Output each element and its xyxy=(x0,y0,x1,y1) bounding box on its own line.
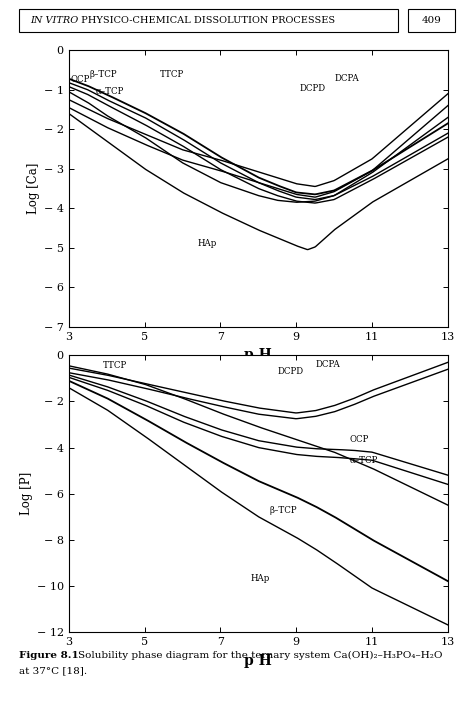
Text: 409: 409 xyxy=(421,16,441,25)
Text: at 37°C [18].: at 37°C [18]. xyxy=(19,666,87,676)
FancyBboxPatch shape xyxy=(19,9,398,32)
Text: DCPA: DCPA xyxy=(315,360,340,368)
Text: TTCP: TTCP xyxy=(103,361,127,370)
X-axis label: p H: p H xyxy=(245,653,272,668)
Text: PHYSICO-CHEMICAL DISSOLUTION PROCESSES: PHYSICO-CHEMICAL DISSOLUTION PROCESSES xyxy=(78,16,335,25)
Text: α–TCP: α–TCP xyxy=(349,456,378,465)
Y-axis label: Log [P]: Log [P] xyxy=(19,472,33,516)
X-axis label: p H: p H xyxy=(245,348,272,363)
FancyBboxPatch shape xyxy=(408,9,455,32)
Text: DCPD: DCPD xyxy=(300,85,326,93)
Text: IN VITRO: IN VITRO xyxy=(30,16,79,25)
Text: TTCP: TTCP xyxy=(160,70,184,79)
Text: β–TCP: β–TCP xyxy=(90,70,117,79)
Text: DCPD: DCPD xyxy=(277,367,303,376)
Text: HAp: HAp xyxy=(251,574,270,583)
Text: α–TCP: α–TCP xyxy=(95,87,124,96)
Y-axis label: Log [Ca]: Log [Ca] xyxy=(27,163,40,214)
Text: OCP: OCP xyxy=(71,75,90,85)
Text: β–TCP: β–TCP xyxy=(270,506,297,516)
Text: Figure 8.1: Figure 8.1 xyxy=(19,651,79,661)
Text: OCP: OCP xyxy=(349,435,369,444)
Text: DCPA: DCPA xyxy=(334,74,359,83)
Text: Solubility phase diagram for the ternary system Ca(OH)₂–H₃PO₄–H₂O: Solubility phase diagram for the ternary… xyxy=(78,651,443,661)
Text: HAp: HAp xyxy=(198,239,217,248)
